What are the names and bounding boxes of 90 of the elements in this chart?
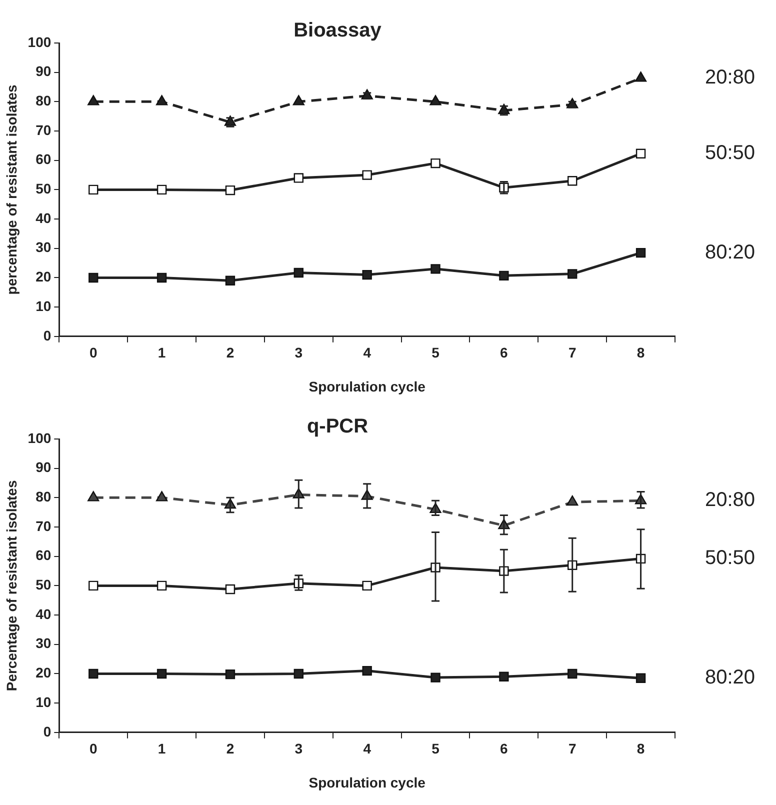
point bbox=[362, 666, 372, 676]
point bbox=[156, 272, 167, 283]
y-tick-label: 90 bbox=[36, 63, 52, 80]
point bbox=[225, 584, 236, 594]
x-tick-label: 7 bbox=[568, 740, 576, 757]
point bbox=[636, 248, 646, 258]
point bbox=[499, 270, 509, 281]
x-tick-label: 6 bbox=[500, 344, 508, 361]
y-tick-label: 20 bbox=[36, 664, 52, 681]
y-tick-label: 60 bbox=[36, 547, 52, 564]
point bbox=[88, 491, 100, 502]
point bbox=[430, 158, 440, 168]
y-tick-label: 10 bbox=[36, 694, 52, 710]
point bbox=[294, 173, 304, 183]
point bbox=[362, 170, 372, 180]
point bbox=[156, 95, 168, 106]
point bbox=[430, 672, 440, 682]
point bbox=[156, 491, 168, 502]
y-tick-label: 90 bbox=[36, 459, 52, 476]
text: 50:50 bbox=[705, 142, 756, 164]
x-tick-label: 0 bbox=[89, 344, 98, 361]
point bbox=[636, 148, 646, 158]
point bbox=[88, 668, 98, 679]
text: 20:80 bbox=[705, 66, 756, 89]
x-tick-label: 5 bbox=[432, 740, 440, 757]
x-axis-title: Sporulation cycle bbox=[308, 378, 426, 394]
x-tick-label: 2 bbox=[226, 740, 234, 757]
point bbox=[225, 185, 236, 196]
x-tick-label: 8 bbox=[636, 740, 645, 757]
point bbox=[568, 176, 578, 186]
chart-title: q-PCR bbox=[306, 416, 369, 438]
y-tick-label: 30 bbox=[36, 635, 52, 652]
x-tick-label: 3 bbox=[294, 740, 303, 757]
text: 80:20 bbox=[705, 241, 756, 264]
point bbox=[634, 72, 647, 82]
y-axis-title: Percentage of resistant isolates bbox=[3, 480, 20, 692]
point bbox=[568, 668, 578, 679]
point bbox=[156, 184, 167, 195]
point bbox=[225, 276, 236, 286]
y-tick-label: 0 bbox=[43, 723, 52, 740]
point bbox=[294, 668, 304, 679]
point bbox=[499, 672, 509, 682]
y-tick-label: 0 bbox=[43, 327, 52, 344]
x-tick-label: 0 bbox=[89, 740, 98, 757]
point bbox=[88, 184, 98, 195]
y-tick-label: 80 bbox=[36, 488, 52, 505]
point bbox=[88, 95, 100, 106]
chart-title: Bioassay bbox=[294, 20, 382, 42]
point bbox=[568, 269, 578, 279]
x-tick-label: 1 bbox=[158, 740, 166, 757]
y-tick-label: 40 bbox=[36, 210, 52, 226]
x-tick-label: 4 bbox=[363, 344, 372, 361]
point bbox=[88, 272, 98, 283]
x-tick-label: 8 bbox=[636, 344, 645, 361]
point bbox=[225, 669, 236, 680]
x-tick-label: 3 bbox=[294, 344, 303, 361]
point bbox=[362, 270, 372, 280]
text: 20:80 bbox=[705, 489, 756, 512]
point bbox=[430, 264, 440, 274]
x-tick-label: 6 bbox=[500, 740, 508, 757]
y-tick-label: 50 bbox=[36, 180, 52, 197]
point bbox=[88, 580, 98, 591]
x-tick-label: 7 bbox=[568, 344, 576, 361]
y-tick-label: 10 bbox=[36, 298, 52, 314]
point bbox=[156, 580, 167, 591]
point bbox=[292, 95, 304, 106]
y-axis-title: percentage of resistant isolates bbox=[3, 84, 20, 295]
text: 50:50 bbox=[705, 547, 756, 570]
point bbox=[636, 673, 646, 683]
y-tick-label: 40 bbox=[36, 606, 52, 622]
point bbox=[294, 268, 304, 278]
x-tick-label: 4 bbox=[363, 740, 372, 757]
y-tick-label: 70 bbox=[36, 518, 52, 534]
y-tick-label: 100 bbox=[28, 430, 52, 446]
x-tick-label: 2 bbox=[226, 344, 234, 361]
y-tick-label: 80 bbox=[36, 92, 52, 109]
y-tick-label: 30 bbox=[36, 239, 52, 256]
y-tick-label: 100 bbox=[28, 34, 52, 50]
point bbox=[430, 95, 442, 106]
point bbox=[156, 668, 167, 679]
y-tick-label: 60 bbox=[36, 151, 52, 168]
point bbox=[362, 580, 372, 591]
y-tick-label: 20 bbox=[36, 268, 52, 285]
x-axis-title: Sporulation cycle bbox=[308, 774, 426, 790]
y-tick-label: 70 bbox=[36, 122, 52, 138]
text: 80:20 bbox=[705, 666, 756, 689]
point bbox=[566, 495, 578, 506]
y-tick-label: 50 bbox=[36, 576, 52, 593]
x-tick-label: 1 bbox=[158, 344, 166, 361]
x-tick-label: 5 bbox=[432, 344, 440, 361]
